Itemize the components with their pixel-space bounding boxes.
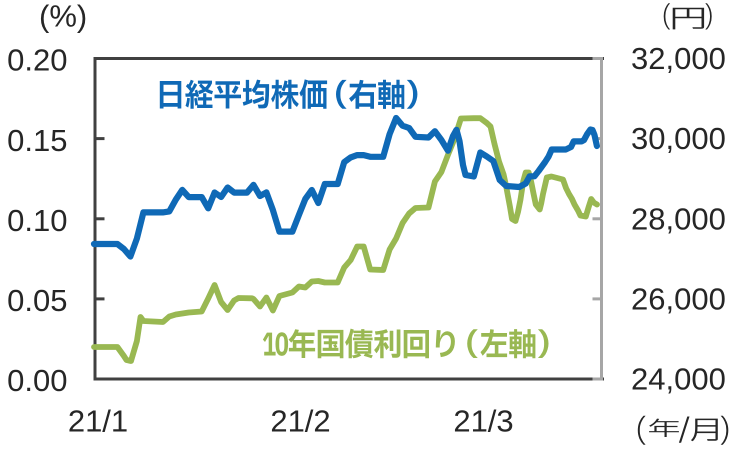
svg-text:(%): (%) [39,0,87,34]
svg-text:28,000: 28,000 [631,201,726,236]
svg-text:0.05: 0.05 [7,283,67,318]
svg-text:0.15: 0.15 [7,123,67,158]
svg-text:30,000: 30,000 [631,121,726,156]
svg-text:21/3: 21/3 [453,404,513,439]
svg-text:0.20: 0.20 [7,43,67,78]
svg-text:24,000: 24,000 [631,362,726,397]
svg-text:32,000: 32,000 [631,41,726,76]
svg-text:21/2: 21/2 [270,404,330,439]
svg-text:0.00: 0.00 [7,363,67,398]
svg-text:21/1: 21/1 [68,404,128,439]
svg-text:0.10: 0.10 [7,203,67,238]
svg-text:26,000: 26,000 [631,282,726,317]
